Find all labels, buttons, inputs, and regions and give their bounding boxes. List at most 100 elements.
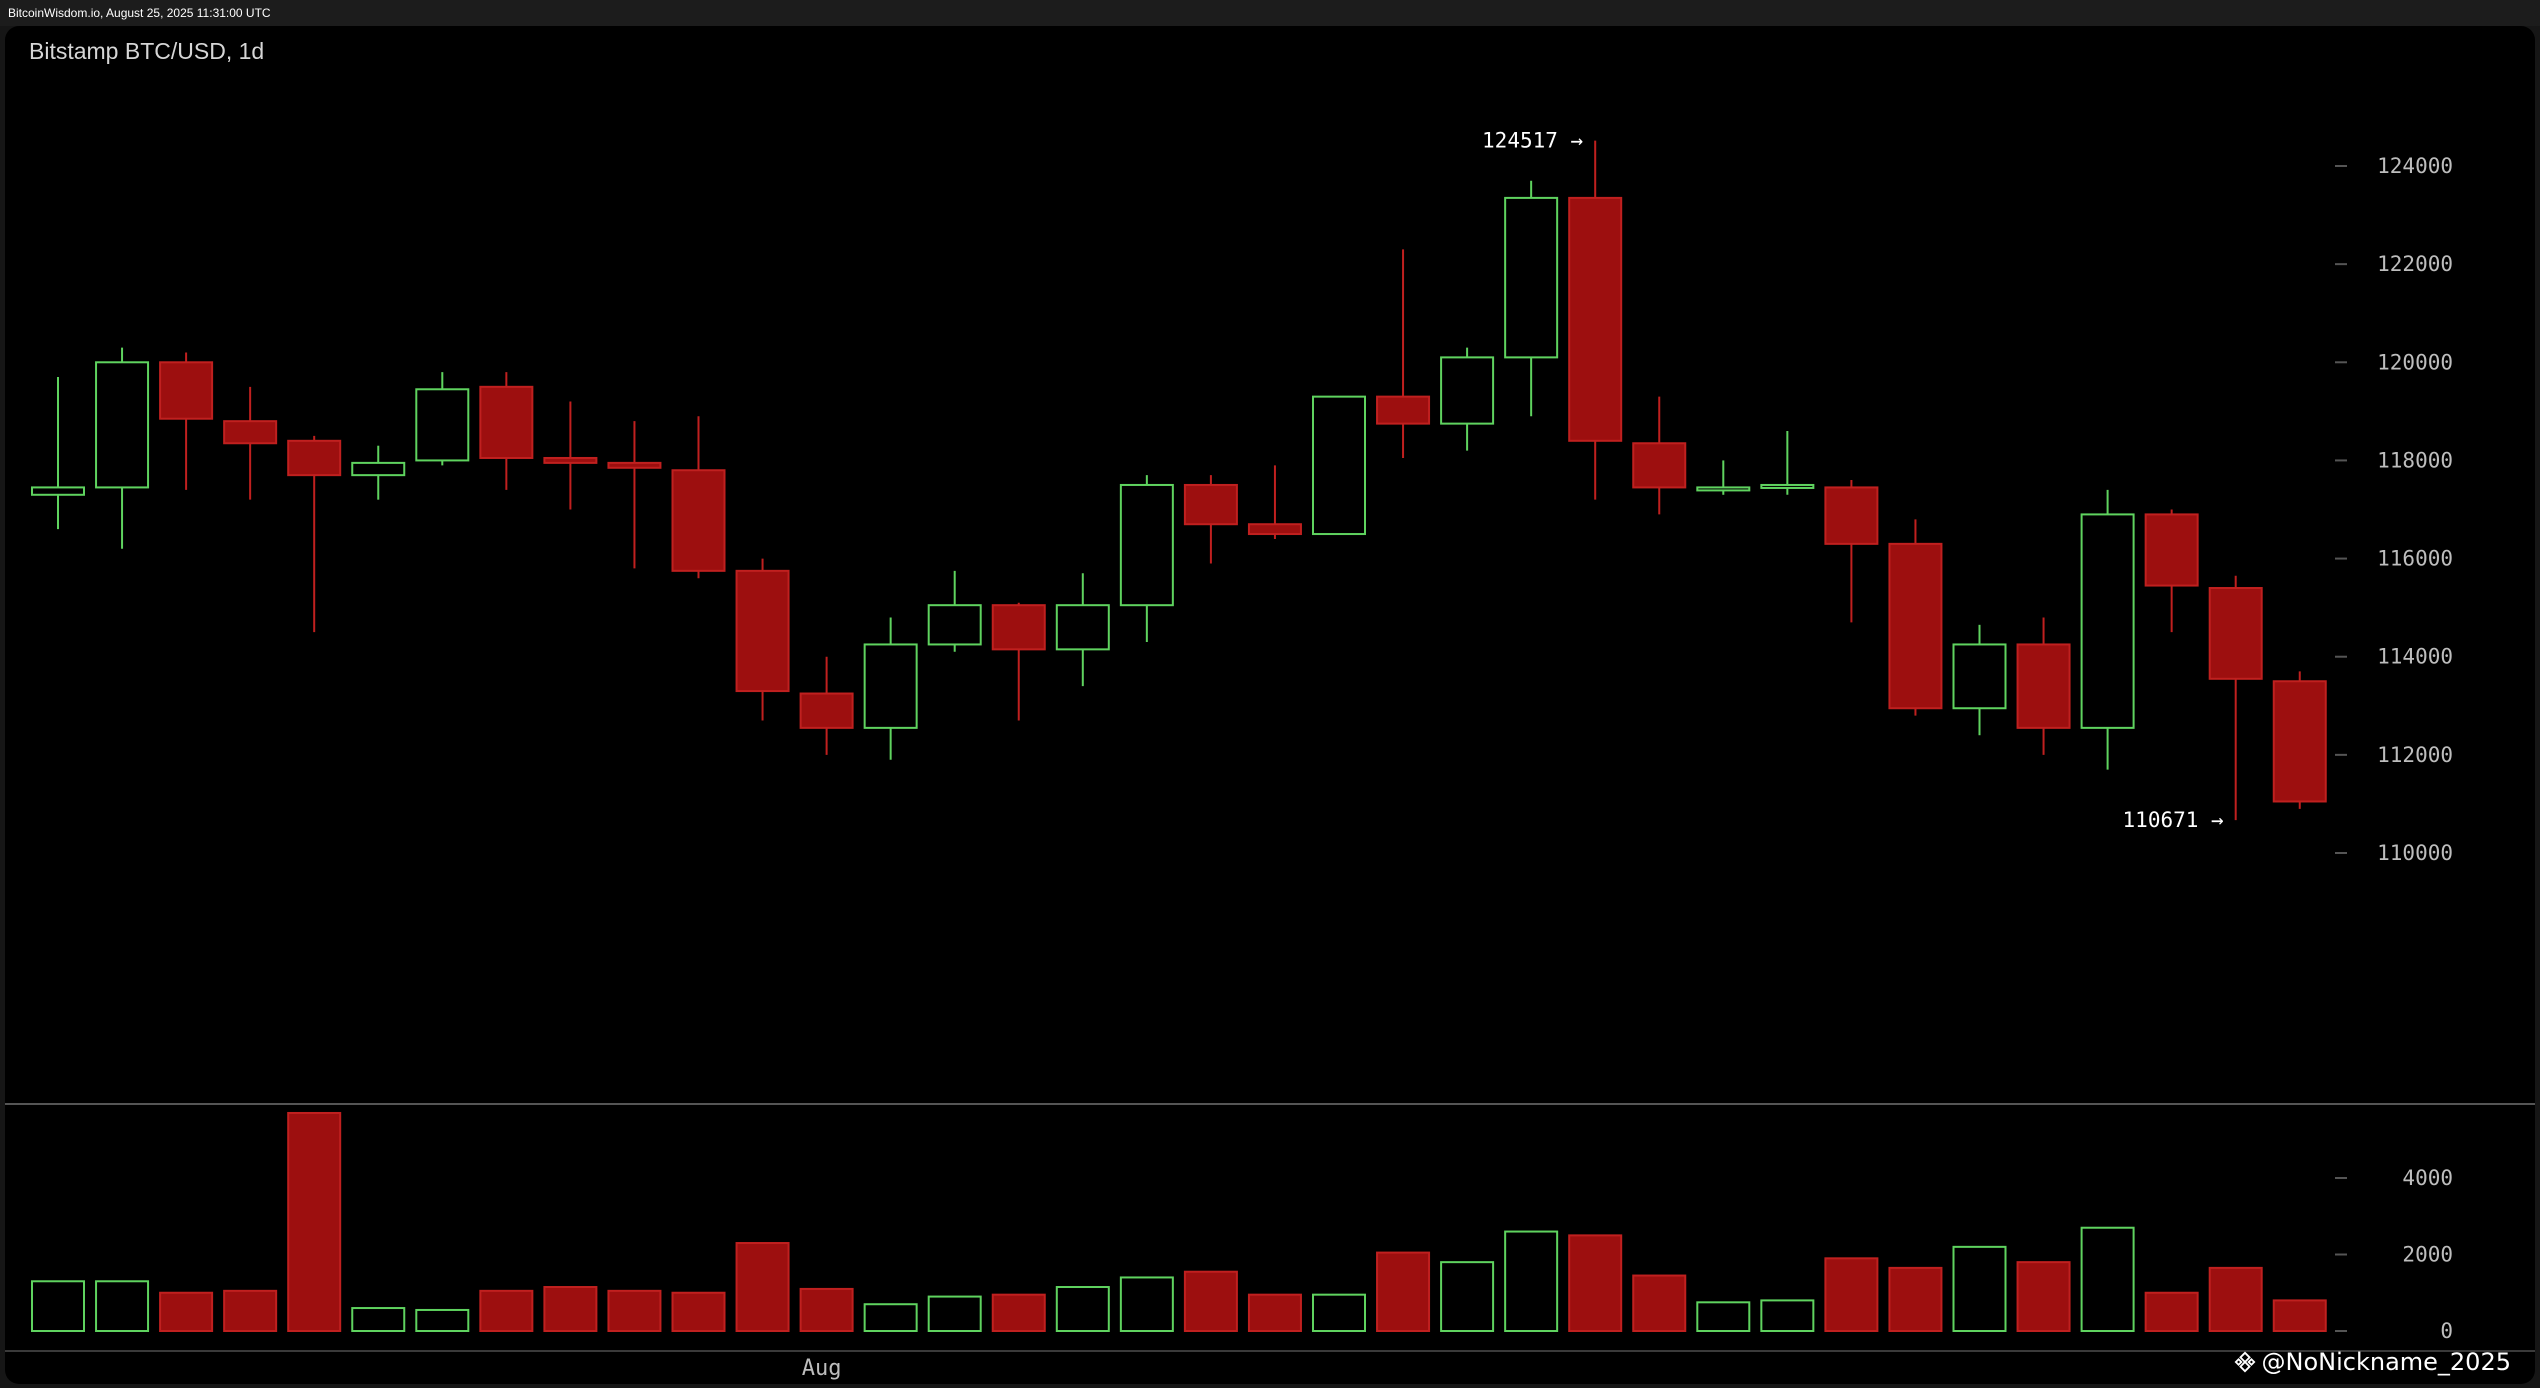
candle-body	[671, 469, 726, 572]
volume-tick-label: 0	[2440, 1319, 2453, 1343]
chart-canvas: 110000 112000 114000 116000 118000 120000 1220…	[5, 129, 2535, 1381]
volume-bar	[2144, 1291, 2199, 1332]
candle-body	[415, 388, 470, 462]
volume-bar	[415, 1308, 470, 1333]
volume-bars	[31, 1111, 2327, 1333]
chart-title: Bitstamp BTC/USD, 1d	[29, 38, 265, 64]
price-tick-label: 120000	[2377, 350, 2453, 374]
candle-body	[223, 420, 278, 445]
candle-body	[607, 461, 662, 469]
candle-body	[1952, 643, 2007, 710]
candle	[351, 445, 406, 500]
candle	[799, 656, 854, 755]
volume-tick-label: 4000	[2402, 1166, 2453, 1190]
volume-bar	[95, 1280, 150, 1333]
volume-bar	[1632, 1274, 1687, 1332]
candle-body	[2144, 513, 2199, 587]
volume-tick-label: 2000	[2402, 1243, 2453, 1267]
candle-body	[2016, 643, 2071, 729]
top-bar: BitcoinWisdom.io, August 25, 2025 11:31:…	[0, 0, 2540, 26]
watermark: @NoNickname_2025	[2234, 1348, 2511, 1376]
volume-bar	[2272, 1299, 2327, 1333]
candle	[95, 347, 150, 549]
price-axis: 110000 112000 114000 116000 118000 120000 1220…	[2335, 154, 2453, 865]
candle-body	[1504, 196, 1559, 359]
candle-body	[991, 604, 1046, 651]
candle	[2080, 489, 2135, 770]
candle	[543, 401, 598, 510]
volume-bar	[735, 1242, 790, 1333]
candle-body	[1568, 196, 1623, 442]
candle-body	[95, 361, 150, 489]
volume-bar	[1312, 1293, 1366, 1332]
candle	[1824, 480, 1879, 623]
price-tick-label: 114000	[2377, 645, 2453, 669]
candle	[1119, 475, 1174, 642]
candle	[991, 602, 1046, 721]
candle-body	[2272, 680, 2327, 803]
candle	[1568, 140, 1623, 500]
volume-bar	[1376, 1251, 1431, 1333]
volume-bar	[159, 1291, 214, 1332]
volume-bar	[287, 1111, 342, 1332]
candle	[607, 421, 662, 569]
candle-body	[1119, 483, 1174, 607]
candle-body	[351, 461, 406, 477]
candle	[1440, 347, 1495, 451]
candle	[927, 570, 982, 652]
candle	[1696, 460, 1751, 495]
x-axis-label: Aug	[802, 1356, 842, 1381]
candle	[1760, 430, 1815, 495]
x-axis: Aug	[802, 1356, 842, 1381]
price-tick-label: 118000	[2377, 448, 2453, 472]
candle-body	[1247, 523, 1302, 536]
volume-bar	[671, 1291, 726, 1332]
candle-body	[799, 692, 854, 729]
volume-bar	[927, 1295, 982, 1332]
candle	[2144, 509, 2199, 633]
candle	[1952, 624, 2007, 736]
price-tick-label: 112000	[2377, 743, 2453, 767]
volume-bar	[479, 1289, 534, 1333]
chart-panel: 110000 112000 114000 116000 118000 120000 1220…	[5, 26, 2535, 1384]
candle-body	[479, 385, 534, 459]
volume-bar	[2080, 1226, 2135, 1332]
volume-bar	[351, 1307, 406, 1333]
candle-body	[1440, 356, 1495, 425]
candle	[1888, 519, 1943, 716]
candle	[1183, 475, 1238, 564]
source-stamp: BitcoinWisdom.io, August 25, 2025 11:31:…	[8, 6, 271, 20]
volume-bar	[607, 1289, 662, 1333]
volume-bar	[1696, 1301, 1751, 1332]
candle-body	[1312, 395, 1366, 536]
candle-body	[159, 361, 214, 420]
volume-bar	[543, 1286, 598, 1332]
price-tick-label: 110000	[2377, 841, 2453, 865]
candle-body	[1760, 483, 1815, 489]
candle	[2016, 617, 2071, 755]
candle	[31, 377, 85, 530]
volume-bar	[863, 1303, 918, 1332]
volume-bar	[1119, 1276, 1174, 1332]
candle	[1312, 395, 1366, 536]
candle	[1055, 573, 1110, 687]
volume-bar	[799, 1287, 854, 1333]
candle-body	[863, 643, 918, 729]
volume-bar	[1247, 1293, 1302, 1332]
volume-bar	[2016, 1261, 2071, 1333]
volume-bar	[1824, 1257, 1879, 1332]
candle	[1632, 396, 1687, 515]
volume-bar	[991, 1293, 1046, 1332]
annotations: 124517 → 110671 →	[1482, 129, 2224, 832]
candle-body	[927, 604, 982, 646]
candle-body	[1632, 442, 1687, 489]
candle-body	[1376, 395, 1431, 425]
candle	[479, 372, 534, 490]
volume-bar	[1440, 1261, 1495, 1333]
volume-bar	[1504, 1230, 1559, 1333]
candle-body	[2208, 587, 2263, 680]
volume-bar	[223, 1289, 278, 1333]
candle	[671, 416, 726, 579]
candle-body	[31, 486, 85, 496]
candle	[863, 617, 918, 760]
